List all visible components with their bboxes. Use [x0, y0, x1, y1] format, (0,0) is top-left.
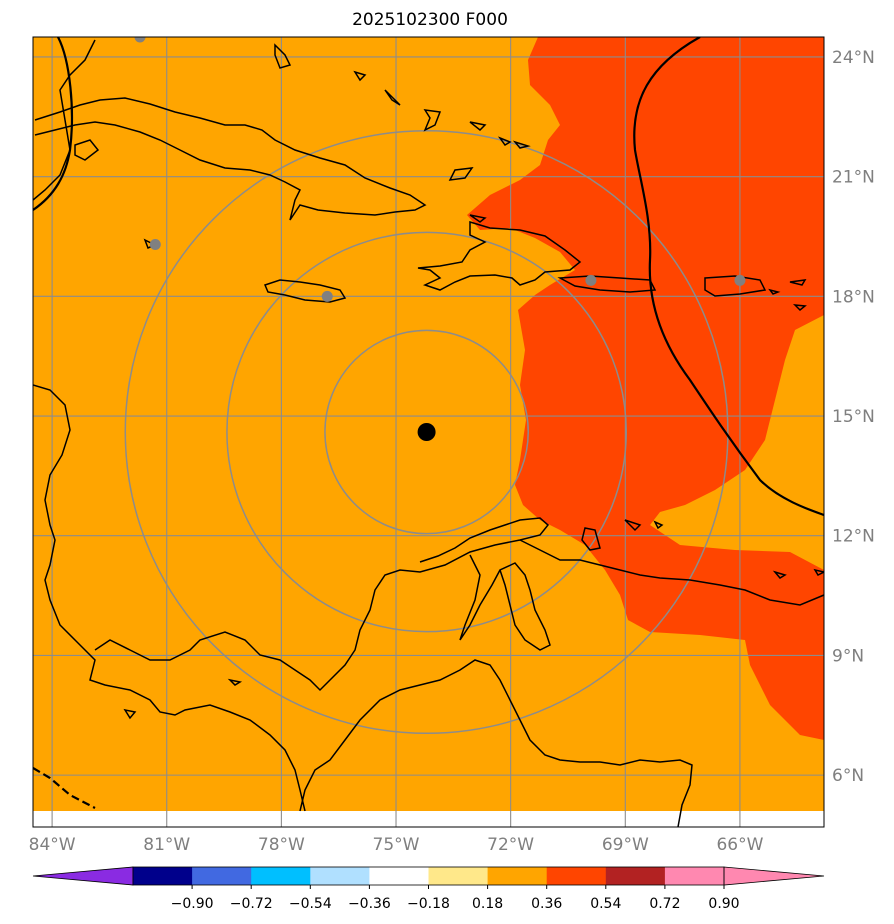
colorbar-bin: [133, 867, 193, 885]
colorbar-tick-label: 0.72: [649, 896, 680, 912]
lat-tick-label: 24°N: [832, 48, 875, 68]
colorbar-bin: [251, 867, 311, 885]
lat-tick-label: 18°N: [832, 287, 875, 307]
station-dot: [149, 238, 161, 250]
lon-tick-label: 84°W: [29, 835, 76, 855]
colorbar-bin: [664, 867, 725, 885]
colorbar-tick-label: −0.18: [407, 896, 450, 912]
lat-tick-label: 15°N: [832, 407, 875, 427]
lat-tick-label: 9°N: [832, 646, 864, 666]
longitude-tick-labels: 84°W 81°W 78°W 75°W 72°W 69°W 66°W: [29, 835, 764, 855]
map-frame: [32, 36, 825, 828]
lon-tick-label: 72°W: [487, 835, 534, 855]
colorbar-bin: [369, 867, 429, 885]
colorbar-bin: [605, 867, 666, 885]
colorbar-tick-label: 0.90: [708, 896, 739, 912]
range-ring: [226, 231, 628, 633]
range-rings: [124, 129, 729, 735]
colorbar-tick-label: −0.36: [348, 896, 391, 912]
station-dot: [134, 37, 146, 43]
contour-lines: [33, 37, 824, 809]
range-ring: [124, 129, 729, 735]
colorbar-tick-label: 0.54: [590, 896, 621, 912]
colorbar: −0.90 −0.72 −0.54 −0.36 −0.18 0.18 0.36 0.54 0.7…: [32, 866, 825, 912]
colorbar-bin: [310, 867, 370, 885]
map-title: 2025102300 F000: [352, 10, 508, 30]
colorbar-bin: [192, 867, 252, 885]
lat-tick-label: 12°N: [832, 527, 875, 547]
colorbar-bin: [428, 867, 489, 885]
lon-tick-label: 81°W: [143, 835, 190, 855]
lat-tick-label: 6°N: [832, 766, 864, 786]
lat-tick-label: 21°N: [832, 168, 875, 188]
graticule: [33, 37, 824, 827]
colorbar-bin: [487, 867, 548, 885]
colorbar-extend-low: [32, 866, 134, 886]
colorbar-bin: [546, 867, 607, 885]
lon-tick-label: 75°W: [373, 835, 420, 855]
colorbar-tick-label: −0.54: [289, 896, 332, 912]
colorbar-extend-high: [723, 866, 825, 886]
colorbar-tick-label: −0.72: [230, 896, 273, 912]
latitude-tick-labels: 24°N 21°N 18°N 15°N 12°N 9°N 6°N: [832, 48, 875, 786]
lon-tick-label: 69°W: [602, 835, 649, 855]
station-dot: [585, 274, 597, 286]
coastlines: [33, 39, 824, 827]
station-dot: [321, 290, 333, 302]
lon-tick-label: 66°W: [716, 835, 763, 855]
colorbar-tick-label: 0.18: [472, 896, 503, 912]
station-dot: [734, 274, 746, 286]
station-markers: [134, 37, 746, 302]
range-ring: [324, 329, 529, 535]
storm-center-marker: [417, 423, 436, 441]
field-region-high: [467, 37, 824, 740]
colorbar-tick-label: 0.36: [531, 896, 562, 912]
colorbar-tick-label: −0.90: [171, 896, 214, 912]
lon-tick-label: 78°W: [258, 835, 305, 855]
